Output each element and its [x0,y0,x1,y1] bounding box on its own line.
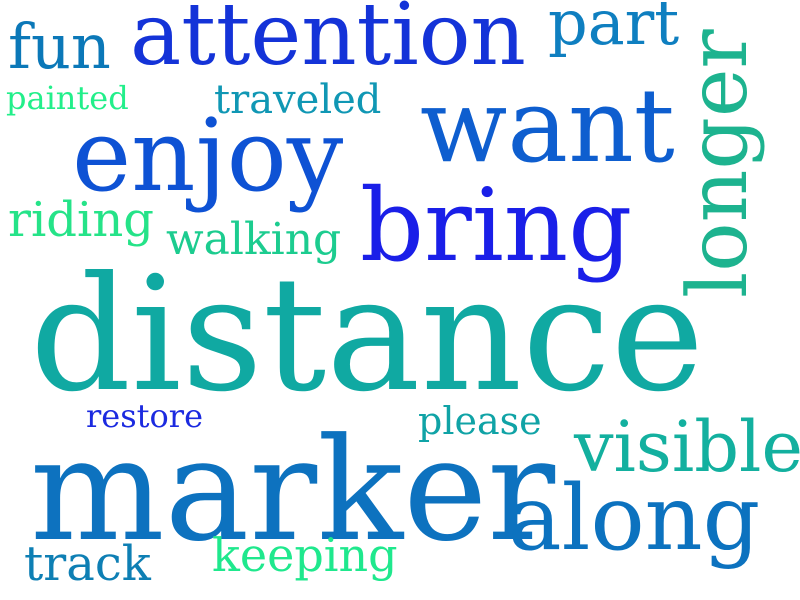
word-walking: walking [166,214,342,265]
word-bring: bring [360,167,633,284]
word-attention: attention [130,0,526,85]
word-painted: painted [6,79,129,117]
word-visible: visible [574,406,800,488]
word-riding: riding [8,192,155,248]
word-keeping: keeping [212,528,398,582]
word-want: want [420,67,675,186]
word-restore: restore [86,397,204,435]
word-fun: fun [8,10,111,83]
word-marker: marker [30,408,556,573]
word-part: part [548,0,680,59]
word-please: please [418,399,542,443]
word-track: track [24,536,151,592]
word-traveled: traveled [214,77,382,123]
word-along: along [508,466,761,571]
word-enjoy: enjoy [72,97,344,214]
word-distance: distance [30,243,705,427]
